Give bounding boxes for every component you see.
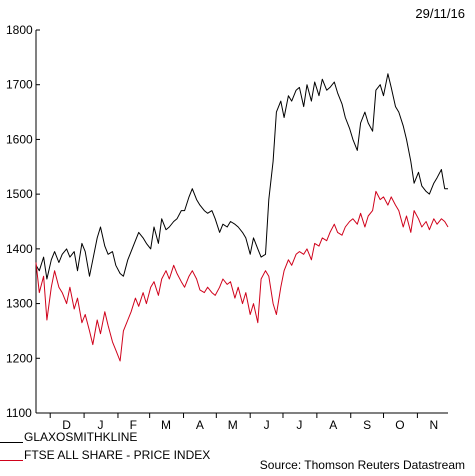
legend-swatch-red [0, 460, 23, 461]
x-tick-label: D [62, 418, 71, 432]
y-tick-label: 1500 [6, 187, 33, 201]
y-tick-label: 1600 [6, 132, 33, 146]
x-tick-label: J [264, 418, 270, 432]
x-tick-label: J [296, 418, 302, 432]
legend-label: GLAXOSMITHKLINE [24, 430, 138, 444]
series-line-ftse-all-share [35, 190, 449, 362]
x-tick-label: O [395, 418, 404, 432]
x-tick-label: N [429, 418, 438, 432]
y-tick-label: 1400 [6, 242, 33, 256]
source-note: Source: Thomson Reuters Datastream [259, 458, 465, 472]
x-tick-label: S [363, 418, 371, 432]
y-tick-label: 1300 [6, 297, 33, 311]
legend-swatch-black [0, 442, 23, 443]
legend-label: FTSE ALL SHARE - PRICE INDEX [24, 448, 211, 462]
x-tick-label: M [228, 418, 238, 432]
y-tick-label: 1700 [6, 78, 33, 92]
y-axis: 1100 1200 1300 1400 1500 1600 1700 1800 [6, 23, 40, 420]
x-tick-label: A [329, 418, 337, 432]
x-tick-label: M [161, 418, 171, 432]
date-label: 29/11/16 [415, 6, 465, 21]
x-tick-label: F [130, 418, 137, 432]
series-layer [35, 73, 449, 362]
x-tick-label: A [196, 418, 204, 432]
series-line-glaxosmithkline [35, 73, 448, 280]
y-tick-label: 1200 [6, 351, 33, 365]
y-tick-label: 1100 [6, 406, 32, 420]
y-tick-label: 1800 [6, 23, 33, 37]
x-tick-label: J [97, 418, 103, 432]
